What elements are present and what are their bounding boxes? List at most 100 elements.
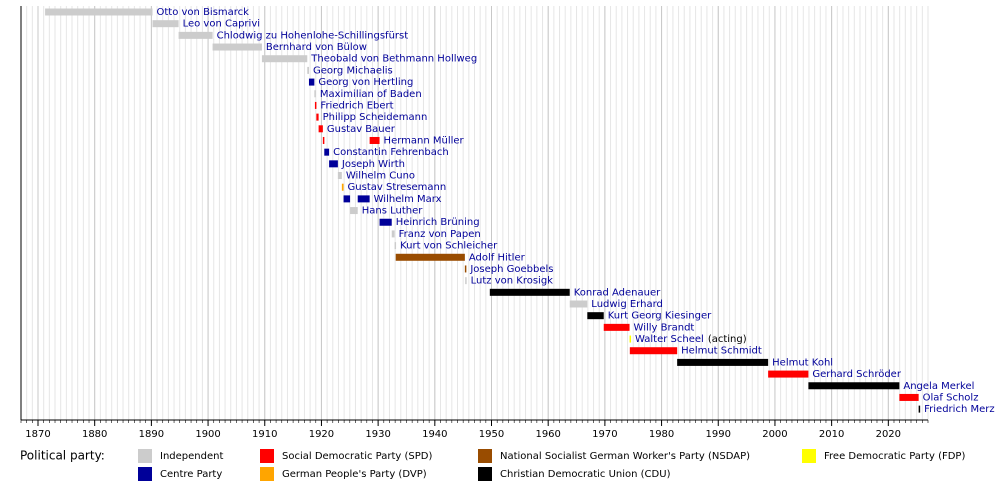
term-bar	[603, 323, 630, 331]
chancellor-label: Kurt von Schleicher	[400, 241, 498, 252]
chancellor-label: Theobald von Bethmann Hollweg	[310, 54, 477, 65]
x-tick-label: 1910	[252, 429, 277, 440]
term-bar	[489, 288, 570, 296]
chancellor-label: Adolf Hitler	[469, 252, 526, 263]
chancellor-name: Bernhard von Bülow	[266, 42, 367, 53]
chancellor-label: Maximilian of Baden	[320, 89, 422, 100]
chancellor-name: Otto von Bismarck	[157, 7, 250, 18]
chancellor-label: Heinrich Brüning	[396, 217, 480, 228]
x-tick-label: 2000	[762, 429, 787, 440]
chancellor-name: Ludwig Erhard	[591, 299, 663, 310]
term-bar	[808, 382, 900, 390]
term-bar	[918, 405, 921, 413]
chancellor-name: Helmut Kohl	[772, 357, 833, 368]
chancellor-label: Angela Merkel	[903, 381, 974, 392]
x-tick-label: 1960	[535, 429, 560, 440]
chancellor-name: Olaf Scholz	[923, 392, 979, 403]
legend-swatch	[260, 449, 274, 463]
term-bar	[569, 300, 588, 308]
x-tick-label: 1870	[25, 429, 50, 440]
x-tick-label: 2010	[819, 429, 844, 440]
term-bar	[465, 277, 467, 285]
chancellor-name: Wilhelm Cuno	[346, 171, 415, 182]
chancellor-label: Wilhelm Cuno	[346, 171, 415, 182]
chancellor-label: Joseph Goebbels	[469, 264, 553, 275]
chancellor-name: Chlodwig zu Hohenlohe-Schillingsfürst	[217, 30, 409, 41]
legend-swatch	[260, 467, 274, 481]
chancellor-label: Hans Luther	[362, 206, 424, 217]
chancellor-note: (acting)	[708, 334, 747, 345]
term-bar	[768, 370, 809, 378]
term-bar	[314, 90, 316, 98]
chancellor-name: Walter Scheel	[635, 334, 704, 345]
term-bar	[341, 183, 344, 191]
x-tick-label: 1980	[649, 429, 674, 440]
x-tick-label: 1900	[195, 429, 220, 440]
chancellor-label: Helmut Kohl	[772, 357, 833, 368]
chancellor-name: Friedrich Ebert	[320, 100, 393, 111]
chancellor-name: Kurt von Schleicher	[400, 241, 498, 252]
x-tick-label: 1950	[479, 429, 504, 440]
chancellor-name: Maximilian of Baden	[320, 89, 422, 100]
term-bar	[629, 335, 632, 343]
term-bar	[307, 66, 309, 74]
chancellor-name: Leo von Caprivi	[183, 19, 260, 30]
x-tick-label: 1880	[82, 429, 107, 440]
legend-swatch	[138, 449, 152, 463]
term-bar	[394, 242, 397, 250]
term-bar	[314, 101, 317, 109]
term-bar	[318, 125, 323, 133]
chancellor-label: Kurt Georg Kiesinger	[608, 311, 712, 322]
chancellor-name: Gerhard Schröder	[812, 369, 901, 380]
legend-label: Free Democratic Party (FDP)	[824, 451, 965, 462]
chancellor-name: Adolf Hitler	[469, 252, 526, 263]
chancellor-label: Georg von Hertling	[318, 77, 413, 88]
chancellor-label: Joseph Wirth	[341, 159, 405, 170]
chancellor-name: Philipp Scheidemann	[323, 112, 428, 123]
term-bar	[464, 265, 467, 273]
x-tick-label: 1930	[365, 429, 390, 440]
legend-label: Social Democratic Party (SPD)	[282, 451, 432, 462]
x-tick-label: 2020	[876, 429, 901, 440]
chancellor-label: Ludwig Erhard	[591, 299, 663, 310]
chancellor-name: Georg von Hertling	[318, 77, 413, 88]
legend-title: Political party:	[20, 449, 105, 463]
legend-swatch	[802, 449, 816, 463]
legend-swatch	[478, 467, 492, 481]
chancellor-label: Otto von Bismarck	[157, 7, 250, 18]
chancellor-label: Gustav Bauer	[327, 124, 396, 135]
chancellor-label: Bernhard von Bülow	[266, 42, 367, 53]
chancellor-name: Heinrich Brüning	[396, 217, 480, 228]
chancellor-name: Konrad Adenauer	[574, 287, 661, 298]
x-tick-label: 1970	[592, 429, 617, 440]
chancellor-name: Helmut Schmidt	[681, 346, 762, 357]
legend-swatch	[138, 467, 152, 481]
x-tick-label: 1890	[139, 429, 164, 440]
term-bar	[212, 43, 262, 51]
term-bar	[379, 218, 392, 226]
term-bar	[677, 358, 769, 366]
term-bar	[316, 113, 319, 121]
x-tick-label: 1990	[706, 429, 731, 440]
chancellor-label: Philipp Scheidemann	[323, 112, 428, 123]
chancellor-name: Hans Luther	[362, 206, 424, 217]
chancellor-name: Hermann Müller	[384, 135, 465, 146]
chancellor-label: Georg Michaelis	[313, 65, 393, 76]
legend-label: Independent	[160, 451, 223, 462]
chancellor-name: Gustav Stresemann	[348, 182, 447, 193]
chancellor-name: Joseph Goebbels	[469, 264, 553, 275]
term-bar	[45, 8, 153, 16]
chancellor-label: Gerhard Schröder	[812, 369, 901, 380]
legend-label: Centre Party	[160, 469, 222, 480]
term-bar	[322, 136, 325, 144]
term-bar	[369, 136, 380, 144]
chancellor-name: Theobald von Bethmann Hollweg	[310, 54, 477, 65]
term-bar	[629, 347, 678, 355]
term-bar	[152, 20, 179, 28]
term-bar	[329, 160, 338, 168]
chancellor-label: Constantin Fehrenbach	[333, 147, 449, 158]
x-tick-label: 1920	[309, 429, 334, 440]
chancellor-name: Franz von Papen	[399, 229, 481, 240]
chancellor-label: Lutz von Krosigk	[471, 276, 554, 287]
chancellor-label: Friedrich Merz	[924, 404, 994, 415]
